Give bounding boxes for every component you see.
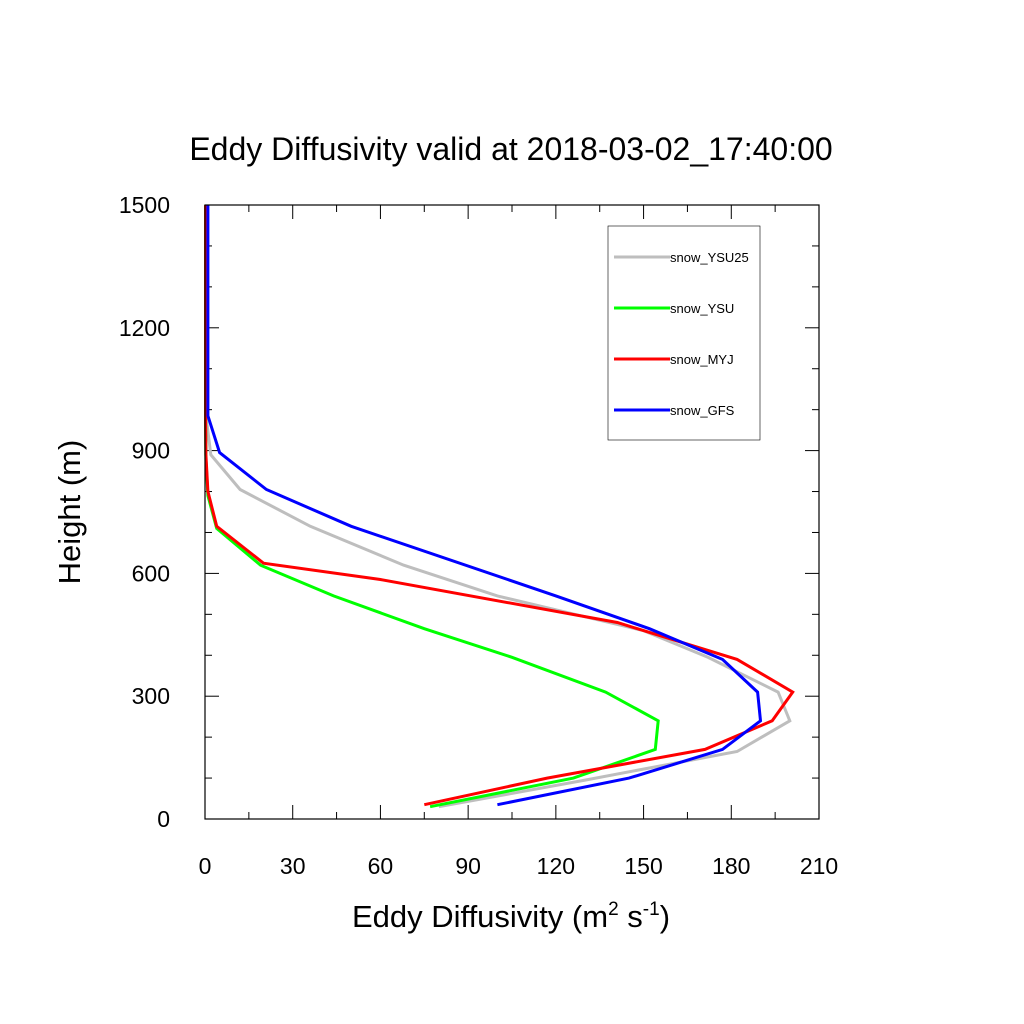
legend: snow_YSU25 snow_YSU snow_MYJ snow_GFS [607,225,761,441]
axis-ticks: 0 30 60 90 120 150 180 210 0 300 600 900 1200 1500 [119,192,838,879]
y-tick-label: 600 [132,560,170,586]
series-line-snow_MYJ [204,205,795,807]
y-tick-label: 900 [132,438,170,464]
x-axis-label: Eddy Diffusivity (m2 s-1) [352,899,670,934]
legend-label: snow_MYJ [670,352,734,367]
legend-label: snow_YSU25 [670,250,749,265]
y-tick-label: 1500 [119,192,170,218]
x-tick-label: 60 [368,853,394,879]
y-tick-label: 1200 [119,315,170,341]
x-tick-label: 150 [624,853,662,879]
data-series [204,205,795,809]
legend-label: snow_YSU [670,301,734,316]
series-line-snow_GFS [206,205,763,807]
y-axis-label: Height (m) [52,440,87,585]
x-tick-label: 0 [199,853,212,879]
x-tick-label: 210 [800,853,838,879]
x-tick-label: 120 [537,853,575,879]
x-tick-label: 30 [280,853,306,879]
legend-label: snow_GFS [670,403,735,418]
x-tick-label: 90 [455,853,481,879]
legend-box [607,225,761,441]
y-tick-label: 300 [132,683,170,709]
y-tick-label: 0 [157,806,170,832]
plot-frame [204,204,820,820]
x-tick-label: 180 [712,853,750,879]
chart-title: Eddy Diffusivity valid at 2018-03-02_17:… [189,131,832,167]
